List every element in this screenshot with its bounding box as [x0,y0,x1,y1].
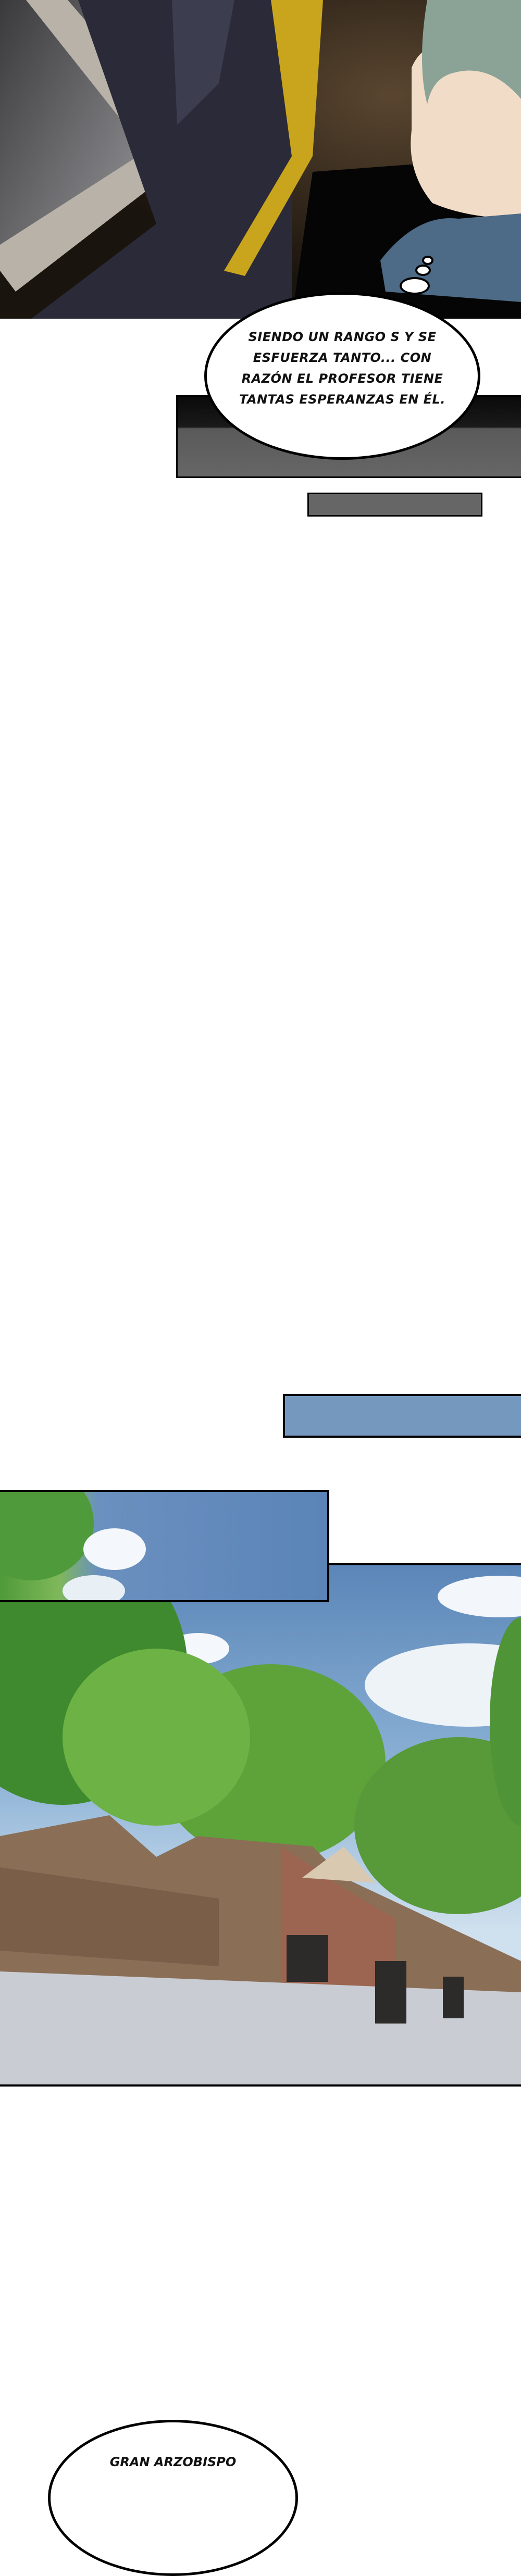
bubble-text: SIENDO UN RANGO S Y SE ESFUERZA TANTO...… [239,330,445,407]
character-artwork [0,0,521,319]
sky-inset-panel [0,1490,329,1602]
mansion-panel [0,1563,521,2087]
bubble-text: GRAN ARZOBISPO [109,2455,237,2469]
thought-dot-medium [415,265,431,276]
thought-dot-large [400,277,430,295]
sky-artwork [0,1492,146,1600]
blue-caption-box [283,1394,521,1438]
thought-dot-small [422,256,433,265]
thought-bubble: SIENDO UN RANGO S Y SE ESFUERZA TANTO...… [204,292,480,460]
speech-bubble: GRAN ARZOBISPO [48,2420,298,2576]
panel-characters [0,0,521,319]
grey-bar [307,493,482,517]
mansion-artwork [0,1565,521,2084]
